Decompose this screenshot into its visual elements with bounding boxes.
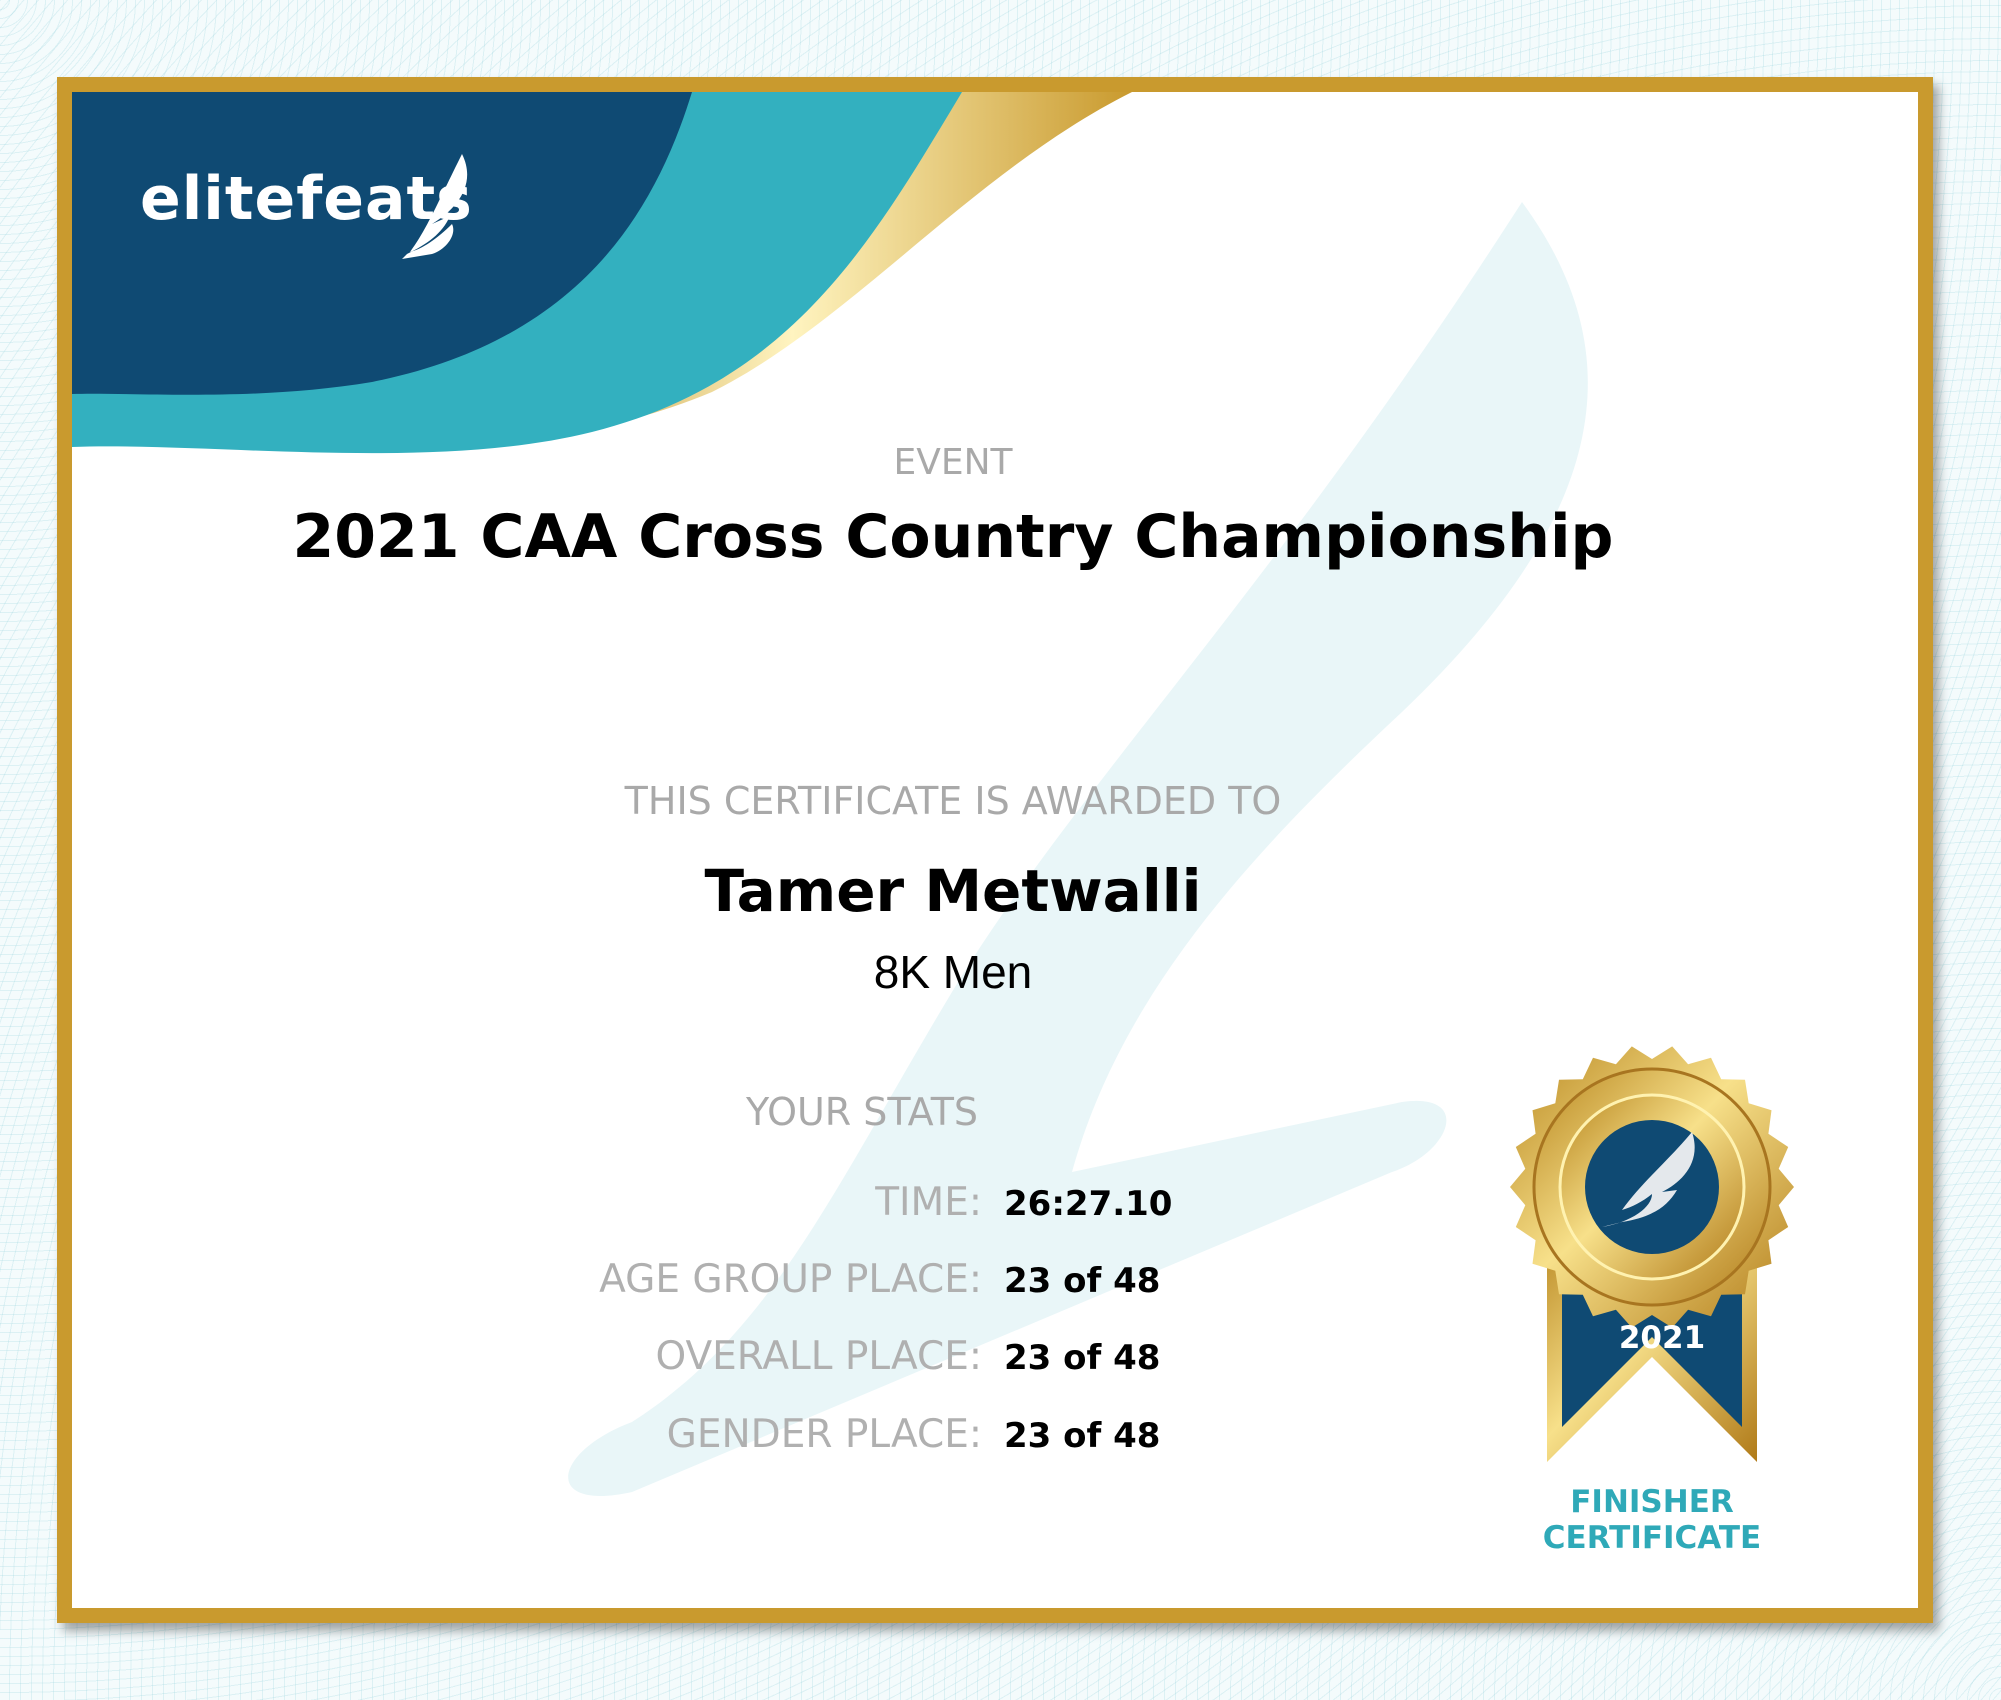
medal-line2: CERTIFICATE <box>1542 1520 1762 1556</box>
winged-foot-icon <box>402 154 468 259</box>
stat-value: 23 of 48 <box>1004 1338 1161 1378</box>
medal-icon <box>1510 1046 1794 1462</box>
event-title: 2021 CAA Cross Country Championship <box>292 502 1614 572</box>
stat-value: 26:27.10 <box>1004 1184 1173 1224</box>
stat-value: 23 of 48 <box>1004 1416 1161 1456</box>
stat-key: AGE GROUP PLACE: <box>599 1257 982 1302</box>
awarded-to-label: THIS CERTIFICATE IS AWARDED TO <box>624 779 1282 823</box>
finisher-certificate-label: FINISHER CERTIFICATE <box>1512 1484 1792 1556</box>
stat-key: OVERALL PLACE: <box>655 1334 982 1379</box>
winged-foot-watermark-icon <box>568 202 1588 1496</box>
your-stats-label: YOUR STATS <box>745 1090 979 1134</box>
stat-key: TIME: <box>875 1180 982 1225</box>
certificate: elitefeats EVENT 2021 CAA Cross Country … <box>57 77 1933 1623</box>
division: 8K Men <box>873 946 1033 998</box>
stat-value: 23 of 48 <box>1004 1261 1161 1301</box>
stat-row-age-group: AGE GROUP PLACE: 23 of 48 <box>72 1257 1918 1317</box>
elitefeats-logo: elitefeats <box>140 164 473 234</box>
stat-row-overall: OVERALL PLACE: 23 of 48 <box>72 1334 1918 1394</box>
medal-year: 2021 <box>1618 1320 1706 1356</box>
event-label: EVENT <box>893 442 1013 483</box>
medal-line1: FINISHER <box>1570 1484 1734 1520</box>
stat-key: GENDER PLACE: <box>666 1412 982 1457</box>
recipient-name: Tamer Metwalli <box>704 857 1202 925</box>
stat-row-time: TIME: 26:27.10 <box>72 1180 1918 1240</box>
stat-row-gender: GENDER PLACE: 23 of 48 <box>72 1412 1918 1472</box>
header-wave <box>72 92 1132 454</box>
